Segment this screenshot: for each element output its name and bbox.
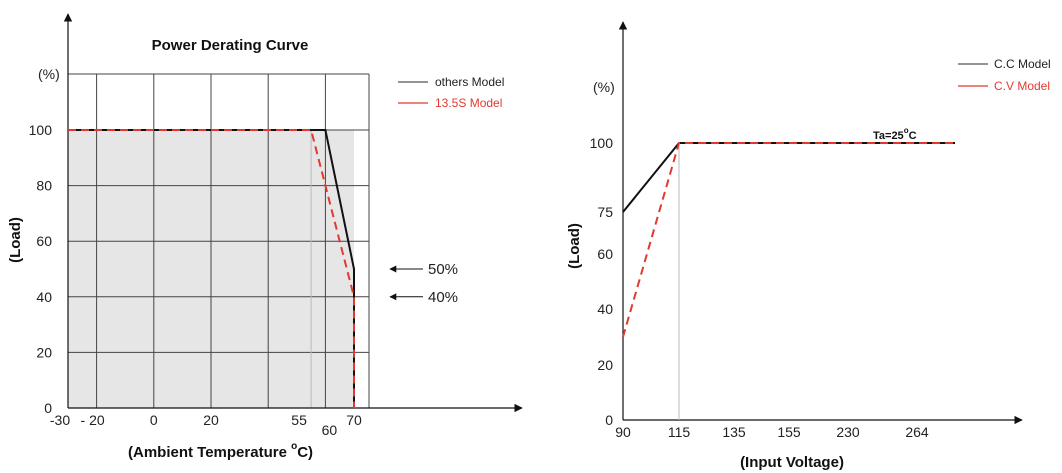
ta-suffix: C (909, 130, 917, 142)
ta-prefix: Ta=25 (873, 130, 904, 142)
ta-degree: o (904, 126, 909, 135)
voltage-x-tick-label: 155 (777, 424, 801, 440)
y-tick-label: 100 (29, 122, 53, 138)
series-line-1 (68, 129, 355, 408)
degree-sign: o (291, 441, 297, 452)
voltage-y-tick-label: 100 (590, 135, 614, 151)
left-y-label: (Load) (7, 217, 24, 263)
y-tick-label: 60 (36, 233, 52, 249)
left-y-unit: (%) (38, 66, 60, 82)
voltage-series-line-1 (622, 142, 955, 338)
ambient-temperature-note: Ta=25oC (873, 126, 917, 142)
right-y-label: (Load) (566, 223, 583, 269)
voltage-x-tick-label: 264 (905, 424, 929, 440)
right-x-label: (Input Voltage) (740, 454, 844, 471)
voltage-x-tick-label: 115 (668, 424, 691, 440)
left-x-label-prefix: (Ambient Temperature (128, 444, 291, 461)
legend-label-13-5s: 13.5S Model (435, 96, 502, 110)
voltage-y-tick-label: 60 (597, 246, 613, 262)
x-tick-label: 70 (346, 412, 362, 428)
x-tick-label: 60 (322, 422, 338, 438)
voltage-y-tick-label: 40 (597, 301, 613, 317)
x-tick-label: -30 (50, 412, 70, 428)
y-tick-label: 40 (36, 289, 52, 305)
voltage-series (622, 142, 955, 338)
legend-label-cc: C.C Model (994, 57, 1051, 71)
left-x-label-suffix: C) (297, 444, 313, 461)
voltage-x-tick-label: 135 (722, 424, 746, 440)
temperature-series (68, 129, 355, 408)
y-tick-label: 80 (36, 178, 52, 194)
voltage-x-ticks: 90 115 135 155 230 264 (615, 424, 929, 440)
derating-annotations: 50% 40% (389, 261, 458, 306)
legend-label-cv: C.V Model (994, 79, 1050, 93)
legend-label-others: others Model (435, 75, 504, 89)
voltage-y-ticks: 0 20 40 60 75 100 (590, 135, 614, 428)
x-tick-label: 20 (203, 412, 219, 428)
y-tick-label: 0 (44, 400, 52, 416)
temperature-x-ticks: -30 - 20 0 20 55 60 70 (50, 412, 362, 438)
chart-title: Power Derating Curve (152, 37, 309, 54)
temperature-y-ticks: 0 20 40 60 80 100 (29, 122, 53, 416)
voltage-y-tick-label: 75 (597, 204, 613, 220)
left-x-label: (Ambient Temperature oC) (128, 441, 313, 461)
x-tick-label: - 20 (81, 412, 105, 428)
left-legend: others Model 13.5S Model (398, 75, 504, 110)
voltage-y-tick-label: 20 (597, 357, 613, 373)
annotation-label: 50% (428, 261, 458, 278)
voltage-series-line-0 (622, 142, 955, 213)
right-legend: C.C Model C.V Model (958, 57, 1051, 93)
temperature-chart: -30 - 20 0 20 55 60 70 0 20 40 60 80 100 50% 40% Pow… (7, 13, 523, 461)
y-tick-label: 20 (36, 344, 52, 360)
voltage-y-tick-label: 0 (605, 412, 613, 428)
annotation-label: 40% (428, 289, 458, 306)
right-y-unit: (%) (593, 79, 615, 95)
voltage-chart: 90 115 135 155 230 264 0 20 40 60 75 100 (%) (Load… (566, 21, 1051, 471)
x-tick-label: 55 (291, 412, 307, 428)
voltage-x-tick-label: 230 (836, 424, 860, 440)
voltage-x-tick-label: 90 (615, 424, 631, 440)
x-tick-label: 0 (150, 412, 158, 428)
